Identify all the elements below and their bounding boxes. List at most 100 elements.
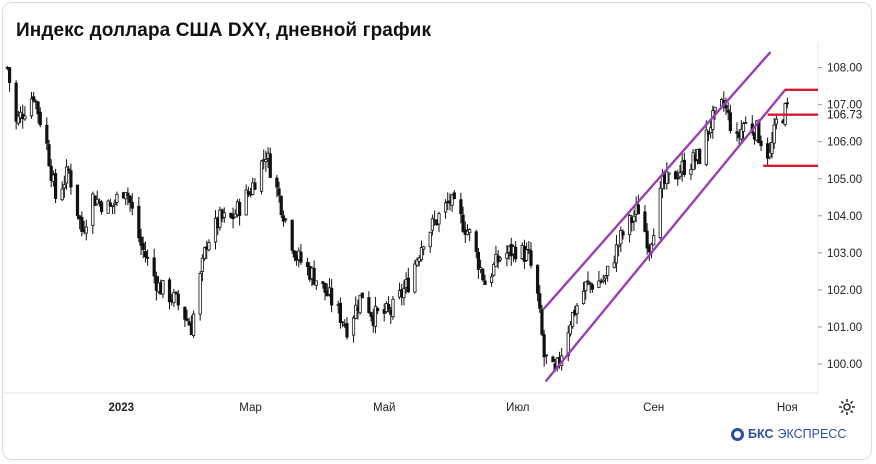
candle-body xyxy=(152,257,156,277)
candle-body xyxy=(354,304,358,319)
trend-channel-line xyxy=(542,51,772,310)
candle-body xyxy=(726,109,730,113)
y-tick-label: 107.00 xyxy=(827,100,862,112)
candle-body xyxy=(619,230,623,245)
candle-body xyxy=(167,279,172,303)
candle-body xyxy=(597,280,601,288)
candle-body xyxy=(314,280,318,286)
candle-body xyxy=(741,123,746,132)
candle-body xyxy=(323,282,327,293)
candle-body xyxy=(617,244,621,248)
candle-body xyxy=(785,102,789,105)
candle-body xyxy=(277,188,281,196)
candle-body xyxy=(128,195,132,203)
last-price-label: 106.73 xyxy=(827,110,862,122)
candle-body xyxy=(174,291,178,294)
candle-body xyxy=(540,309,544,335)
y-tick-label: 101.00 xyxy=(827,322,862,334)
candle-body xyxy=(413,263,417,293)
candle-body xyxy=(476,251,481,270)
candle-body xyxy=(172,292,176,304)
candle-body xyxy=(606,265,610,276)
candle-body xyxy=(29,98,34,117)
candle-body xyxy=(358,294,362,314)
candle-body xyxy=(461,214,465,232)
candle-body xyxy=(766,143,770,159)
candle-body xyxy=(292,250,296,258)
candle-body xyxy=(450,194,454,206)
candle-body xyxy=(584,281,588,292)
candle-body xyxy=(312,267,316,285)
candle-body xyxy=(652,235,656,246)
candle-body xyxy=(369,312,373,317)
candle-body xyxy=(514,246,518,260)
price-chart[interactable]: 100.00 101.00 102.00 103.00 104.00 105.00 106.… xyxy=(3,3,873,461)
candle-body xyxy=(575,305,579,315)
gear-icon[interactable] xyxy=(837,397,857,417)
candle-body xyxy=(744,122,748,124)
price-axis[interactable]: 100.00 101.00 102.00 103.00 104.00 105.00 106.… xyxy=(818,63,862,371)
candle-body xyxy=(213,217,218,243)
chart-title: Индекс доллара США DXY, дневной график xyxy=(16,20,432,41)
candle-body xyxy=(419,247,424,261)
candle-body xyxy=(437,213,441,225)
candle-body xyxy=(198,273,202,315)
candle-body xyxy=(38,111,42,126)
candle-body xyxy=(16,115,20,124)
candle-body xyxy=(406,277,410,293)
candle-body xyxy=(667,172,671,175)
candle-body xyxy=(711,110,715,130)
candle-body xyxy=(113,202,117,205)
candle-body xyxy=(64,166,69,184)
candle-body xyxy=(676,177,680,180)
candle-body xyxy=(233,213,237,218)
candle-body xyxy=(627,215,632,236)
candle-body xyxy=(483,280,487,285)
candle-body xyxy=(108,202,112,207)
candle-body xyxy=(279,196,283,215)
candle-body xyxy=(305,262,310,267)
candle-body xyxy=(402,288,406,299)
candle-body xyxy=(636,204,640,215)
candle-body xyxy=(84,226,88,234)
candle-body xyxy=(428,231,432,248)
candle-body xyxy=(544,354,548,357)
candle-body xyxy=(665,171,669,185)
candle-body xyxy=(739,128,743,140)
x-tick-label: Сен xyxy=(643,402,664,414)
candle-body xyxy=(7,67,12,84)
candle-body xyxy=(91,193,95,226)
candle-body xyxy=(145,256,150,259)
candle-body xyxy=(643,211,647,232)
candle-body xyxy=(632,215,636,222)
candle-body xyxy=(468,229,472,234)
candle-body xyxy=(97,200,101,203)
candle-body xyxy=(735,131,739,134)
y-tick-label: 103.00 xyxy=(827,248,862,260)
candle-body xyxy=(770,141,774,154)
candle-body xyxy=(141,242,145,251)
candle-body xyxy=(443,202,448,213)
candle-body xyxy=(137,205,141,239)
candle-body xyxy=(259,160,264,192)
candle-body xyxy=(330,287,334,306)
candle-body xyxy=(183,306,187,320)
candle-body xyxy=(281,215,286,222)
candle-body xyxy=(340,321,345,324)
candle-body xyxy=(106,200,110,214)
candle-body xyxy=(612,262,616,268)
candle-body xyxy=(759,140,763,147)
candle-body xyxy=(139,236,143,246)
candle-body xyxy=(757,121,761,144)
candle-body xyxy=(268,153,272,178)
chart-grid xyxy=(3,43,819,394)
candle-body xyxy=(14,82,18,122)
candle-body xyxy=(538,293,542,309)
candle-body xyxy=(373,305,378,327)
candle-body xyxy=(415,259,419,266)
candle-body xyxy=(338,302,342,323)
candle-body xyxy=(704,129,708,166)
candle-body xyxy=(187,321,191,326)
time-axis[interactable]: 2023 Мар Май Июл Сен Ноя xyxy=(109,402,798,414)
